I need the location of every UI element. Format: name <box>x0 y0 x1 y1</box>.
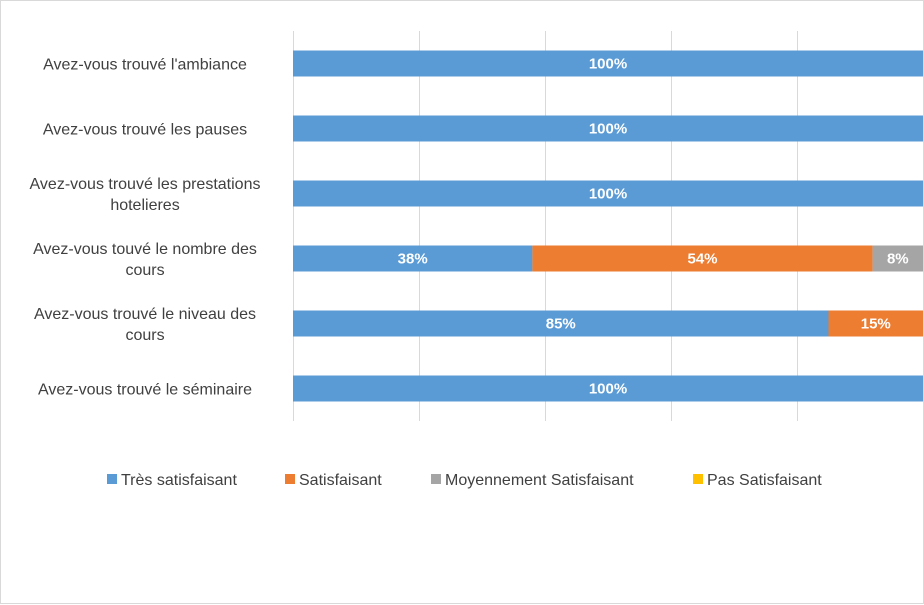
data-label-2-0: 100% <box>589 186 627 203</box>
legend: Très satisfaisant Satisfaisant Moyennement… <box>107 472 822 489</box>
legend-swatch-0 <box>107 474 117 484</box>
bar-segment-4-0 <box>293 310 829 337</box>
bar-segment-1-0 <box>293 115 923 142</box>
category-label-4: Avez-vous trouvé le niveau des cours <box>34 306 256 344</box>
legend-swatch-1 <box>285 474 295 484</box>
legend-label-2: Moyennement Satisfaisant <box>445 472 634 489</box>
category-label-5: Avez-vous trouvé le séminaire <box>38 382 252 399</box>
bar-segment-3-2 <box>872 245 923 272</box>
bars <box>293 50 923 402</box>
data-label-4-0: 85% <box>546 316 576 333</box>
category-labels: Avez-vous trouvé l'ambiance Avez-vous tro… <box>30 57 261 399</box>
legend-label-3: Pas Satisfaisant <box>707 472 822 489</box>
data-label-5-0: 100% <box>589 381 627 398</box>
bar-segment-3-1 <box>532 245 873 272</box>
category-label-1: Avez-vous trouvé les pauses <box>43 122 247 139</box>
legend-label-0: Très satisfaisant <box>121 472 237 489</box>
bar-segment-2-0 <box>293 180 923 207</box>
bar-segment-3-0 <box>293 245 533 272</box>
data-label-4-1: 15% <box>861 316 891 333</box>
category-label-0: Avez-vous trouvé l'ambiance <box>43 57 247 74</box>
category-label-3: Avez-vous touvé le nombre des cours <box>33 241 257 279</box>
data-label-3-2: 8% <box>887 251 909 268</box>
bar-segment-0-0 <box>293 50 923 77</box>
bar-segment-5-0 <box>293 375 923 402</box>
bar-segment-4-1 <box>828 310 923 337</box>
data-label-3-0: 38% <box>398 251 428 268</box>
legend-label-1: Satisfaisant <box>299 472 382 489</box>
category-label-2: Avez-vous trouvé les prestations hotelier… <box>30 176 261 214</box>
gridlines <box>293 31 924 421</box>
legend-swatch-2 <box>431 474 441 484</box>
legend-swatch-3 <box>693 474 703 484</box>
data-label-1-0: 100% <box>589 121 627 138</box>
data-labels: 100% 100% 100% 38% 54% 8% 85% 15% 100% <box>398 56 909 398</box>
data-label-3-1: 54% <box>687 251 717 268</box>
data-label-0-0: 100% <box>589 56 627 73</box>
